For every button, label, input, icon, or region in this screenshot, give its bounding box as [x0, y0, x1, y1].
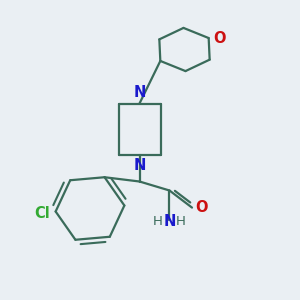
- Text: O: O: [213, 31, 226, 46]
- Text: N: N: [163, 214, 176, 229]
- Text: H: H: [153, 214, 163, 228]
- Text: Cl: Cl: [34, 206, 50, 220]
- Text: N: N: [133, 85, 146, 100]
- Text: N: N: [133, 158, 146, 173]
- Text: H: H: [176, 214, 186, 228]
- Text: O: O: [195, 200, 208, 215]
